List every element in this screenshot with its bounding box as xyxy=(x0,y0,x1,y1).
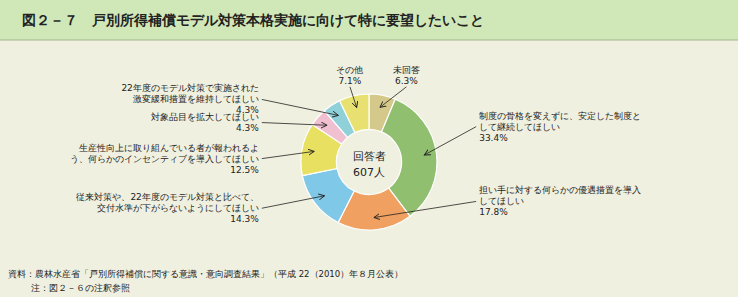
data-label: 12.5% xyxy=(230,165,259,175)
footnote: 注：図２－６の注釈参照 xyxy=(22,283,130,293)
title-bar xyxy=(0,0,738,40)
leader-line xyxy=(262,151,314,158)
title-border xyxy=(0,40,738,41)
data-label: 17.8% xyxy=(479,207,508,217)
background xyxy=(0,0,738,297)
leader-line xyxy=(424,127,476,155)
title: 図２－７ 戸別所得補償モデル対策本格実施に向けて特に要望したいこと xyxy=(22,12,484,28)
slice-label: 22年度のモデル対策で実施された激変緩和措置を維持してほしい xyxy=(121,83,258,104)
chart: 図２－７ 戸別所得補償モデル対策本格実施に向けて特に要望したいこと回答者 607人… xyxy=(0,0,738,297)
slice-label: その他 xyxy=(336,65,363,75)
leader-line xyxy=(262,99,339,115)
leader-line xyxy=(380,87,406,107)
labels: 未回答6.3% 制度の骨格を変えずに、安定した制度として継続してほしい33.4% 担… xyxy=(70,65,641,224)
slice-label: 生産性向上に取り組んでいる者が報われるよう、何らかのインセンティブを導入してほし… xyxy=(70,143,259,164)
slice-label: 従来対策や、22年度のモデル対策と比べて、交付水準が下がらないようにしてほしい xyxy=(76,192,258,213)
slice xyxy=(302,169,354,223)
data-label: 4.3% xyxy=(236,123,259,133)
leader-line xyxy=(262,123,327,126)
slice-label: 制度の骨格を変えずに、安定した制度として継続してほしい xyxy=(479,111,641,132)
slice-label: 担い手に対する何らかの優遇措置を導入してほしい xyxy=(479,185,641,206)
leader-line xyxy=(350,87,357,108)
leader-line xyxy=(374,201,476,217)
leader-line xyxy=(262,196,325,208)
data-label: 33.4% xyxy=(479,133,508,143)
data-label: 6.3% xyxy=(395,76,418,86)
center-label: 回答者 xyxy=(353,150,386,163)
slices xyxy=(301,94,437,230)
center-label: 607人 xyxy=(353,166,385,179)
slice-label: 未回答 xyxy=(393,65,420,75)
footnote: 資料：農林水産省「戸別所得補償に関する意識・意向調査結果」（平成 22（2010… xyxy=(8,269,403,279)
data-label: 14.3% xyxy=(230,214,259,224)
data-label: 4.3% xyxy=(236,105,259,115)
data-label: 7.1% xyxy=(339,76,362,86)
